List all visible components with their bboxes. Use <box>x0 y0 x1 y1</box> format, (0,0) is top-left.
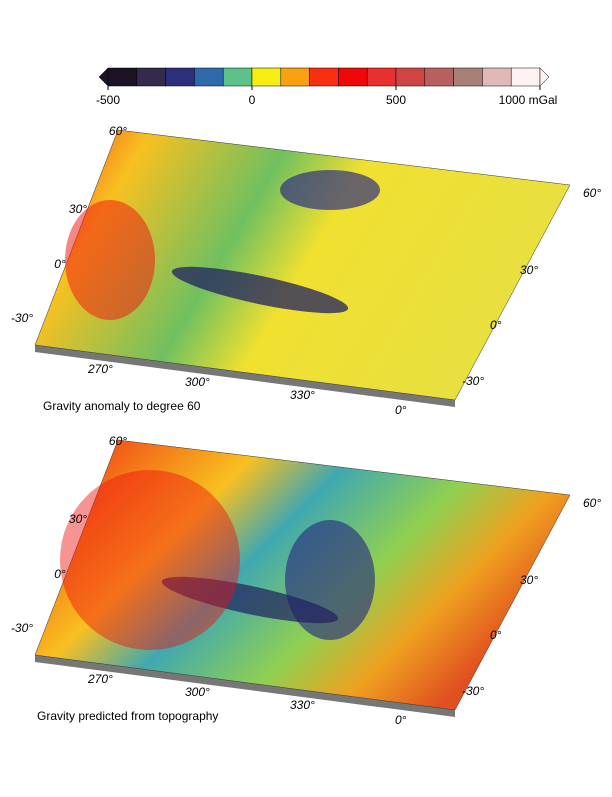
colorbar-end <box>98 67 109 87</box>
axis-label: 300° <box>185 375 210 389</box>
colorbar-segment <box>251 67 282 87</box>
low-anomaly <box>171 266 349 314</box>
map-2 <box>34 439 571 717</box>
axis-label: 0° <box>490 318 502 332</box>
colorbar-tick-label: -500 <box>96 93 120 107</box>
axis-label: -30° <box>462 684 484 698</box>
axis-label: -30° <box>11 311 33 325</box>
map-labels: 60° 30° 0° -30° 270° 300° 330° 0° 60° 30° 0° -30° Gr… <box>11 124 601 727</box>
map-base <box>35 345 455 407</box>
map-caption: Gravity predicted from topography <box>37 709 218 723</box>
colorbar-segment <box>222 67 253 87</box>
low-anomaly <box>280 170 380 210</box>
colorbar-segment <box>482 67 512 87</box>
axis-label: 30° <box>69 202 87 216</box>
colorbar-segment <box>510 67 541 87</box>
colorbar-segment <box>338 67 368 87</box>
axis-label: 330° <box>290 388 315 402</box>
colorbar-segment <box>107 67 138 87</box>
colorbar-segment <box>194 67 224 87</box>
colorbar-segment <box>165 67 195 87</box>
high-anomaly <box>65 200 155 320</box>
axis-label: 30° <box>69 512 87 526</box>
colorbar-tick-label: 0 <box>249 93 256 107</box>
map-base <box>35 655 455 717</box>
axis-label: 60° <box>109 434 127 448</box>
axis-label: 0° <box>395 713 407 727</box>
high-anomaly <box>60 470 240 650</box>
axis-label: 0° <box>395 403 407 417</box>
map-surface <box>34 129 571 401</box>
axis-label: 30° <box>520 263 538 277</box>
colorbar-segment <box>280 67 310 87</box>
axis-label: 270° <box>87 362 113 376</box>
axis-label: 0° <box>490 628 502 642</box>
colorbar-end <box>539 67 550 87</box>
axis-label: 330° <box>290 698 315 712</box>
low-anomaly <box>161 576 339 624</box>
colorbar-segment <box>395 67 426 87</box>
colorbar-segment <box>453 67 483 87</box>
axis-label: 300° <box>185 685 210 699</box>
colorbar-segment <box>424 67 454 87</box>
colorbar-segment <box>366 67 397 87</box>
map-1 <box>34 129 571 407</box>
axis-label: 60° <box>109 124 127 138</box>
map-caption: Gravity anomaly to degree 60 <box>43 399 201 413</box>
colorbar-tick-label: 1000 mGal <box>499 93 558 107</box>
axis-label: 30° <box>520 573 538 587</box>
axis-label: 0° <box>54 567 66 581</box>
axis-label: 60° <box>583 186 601 200</box>
axis-label: 60° <box>583 496 601 510</box>
axis-label: -30° <box>11 621 33 635</box>
axis-label: -30° <box>462 374 484 388</box>
colorbar-tick-label: 500 <box>386 93 406 107</box>
colorbar-segment <box>309 67 339 87</box>
axis-label: 0° <box>54 257 66 271</box>
colorbar-segment <box>136 67 166 87</box>
axis-label: 270° <box>87 672 113 686</box>
colorbar: -500 0 500 1000 mGal <box>96 67 558 107</box>
